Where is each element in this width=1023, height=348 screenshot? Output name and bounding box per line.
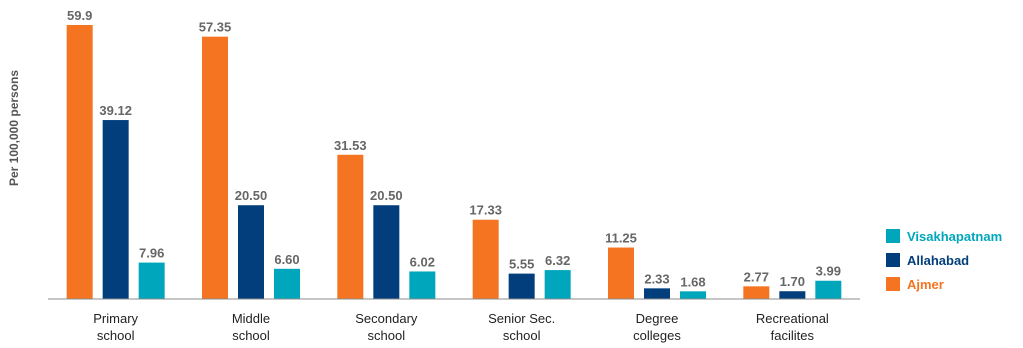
legend: Visakhapatnam Allahabad Ajmer	[886, 229, 1002, 292]
bar-allahabad-degree-colleges	[644, 288, 670, 299]
legend-swatch-visakhapatnam	[886, 229, 900, 243]
bar-allahabad-primary-school	[102, 120, 129, 299]
legend-label-allahabad: Allahabad	[907, 253, 969, 268]
legend-label-visakhapatnam: Visakhapatnam	[907, 229, 1002, 244]
bar-visakhapatnam-middle-school	[274, 268, 300, 299]
x-tick-label-middle-school: Middle school	[232, 311, 270, 343]
x-tick-label-degree-colleges: Degree colleges	[633, 311, 681, 343]
bar-ajmer-senior-sec-school	[472, 219, 499, 299]
data-label-ajmer-senior-sec-school: 17.33	[469, 203, 502, 218]
legend-swatch-ajmer	[886, 277, 900, 291]
bar-visakhapatnam-recreational-facilites	[815, 280, 842, 299]
data-label-allahabad-degree-colleges: 2.33	[644, 271, 669, 286]
x-tick-labels-group: Primary school Middle school Secondary school…	[93, 311, 829, 343]
bar-allahabad-secondary-school	[373, 205, 400, 299]
bar-allahabad-recreational-facilites	[779, 291, 806, 299]
data-label-visakhapatnam-primary-school: 7.96	[139, 246, 164, 261]
bar-ajmer-degree-colleges	[608, 247, 634, 299]
bar-ajmer-primary-school	[66, 25, 93, 299]
data-label-visakhapatnam-secondary-school: 6.02	[410, 254, 435, 269]
data-label-allahabad-senior-sec-school: 5.55	[509, 257, 534, 272]
bar-allahabad-senior-sec-school	[508, 273, 535, 299]
bar-visakhapatnam-degree-colleges	[680, 291, 706, 299]
bar-ajmer-recreational-facilites	[743, 286, 770, 299]
data-label-visakhapatnam-degree-colleges: 1.68	[680, 274, 705, 289]
bar-visakhapatnam-senior-sec-school	[544, 270, 571, 299]
bar-allahabad-middle-school	[238, 205, 264, 299]
data-label-allahabad-middle-school: 20.50	[235, 188, 268, 203]
legend-swatch-allahabad	[886, 253, 900, 267]
legend-label-ajmer: Ajmer	[907, 277, 944, 292]
data-labels-group: 59.9 39.12 7.96 57.35 20.50 6.60 31.53 20.50 6.0…	[67, 8, 841, 289]
bar-ajmer-secondary-school	[337, 154, 364, 299]
data-label-ajmer-recreational-facilites: 2.77	[744, 269, 769, 284]
bar-visakhapatnam-primary-school	[138, 262, 165, 299]
data-label-ajmer-degree-colleges: 11.25	[605, 231, 637, 246]
x-tick-label-secondary-school: Secondary school	[355, 311, 418, 343]
x-tick-label-recreational-facilites: Recreational facilites	[756, 311, 829, 343]
data-label-allahabad-primary-school: 39.12	[99, 103, 132, 118]
data-label-visakhapatnam-middle-school: 6.60	[274, 252, 299, 267]
x-tick-label-senior-sec-school: Senior Sec. school	[488, 311, 555, 343]
data-label-visakhapatnam-recreational-facilites: 3.99	[816, 264, 841, 279]
data-label-ajmer-secondary-school: 31.53	[334, 138, 367, 153]
bar-visakhapatnam-secondary-school	[409, 271, 436, 299]
x-tick-label-primary-school: Primary school	[93, 311, 138, 343]
data-label-visakhapatnam-senior-sec-school: 6.32	[545, 253, 570, 268]
y-axis-label: Per 100,000 persons	[7, 70, 21, 186]
data-label-ajmer-middle-school: 57.35	[199, 20, 232, 35]
bars-group	[66, 25, 842, 300]
data-label-allahabad-recreational-facilites: 1.70	[780, 274, 805, 289]
data-label-allahabad-secondary-school: 20.50	[370, 188, 403, 203]
data-label-ajmer-primary-school: 59.9	[67, 8, 92, 23]
bar-ajmer-middle-school	[202, 36, 228, 300]
